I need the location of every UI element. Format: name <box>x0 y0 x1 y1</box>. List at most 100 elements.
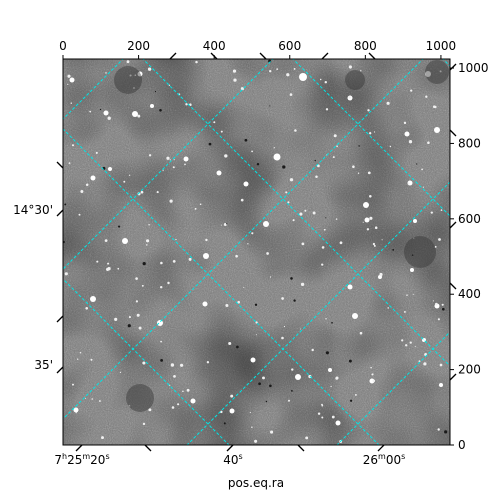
star <box>285 191 288 194</box>
star <box>78 213 81 216</box>
star <box>408 140 413 144</box>
star <box>67 83 69 85</box>
star <box>269 105 271 107</box>
world-tick-mark <box>259 52 267 60</box>
star <box>369 216 373 220</box>
star <box>414 346 416 348</box>
star <box>160 340 162 343</box>
star <box>146 244 148 246</box>
star <box>409 341 412 344</box>
star <box>276 68 279 70</box>
star <box>223 422 226 425</box>
star <box>103 110 109 116</box>
star <box>381 239 383 241</box>
star <box>114 317 118 321</box>
world-tick-mark <box>377 444 385 452</box>
star <box>203 253 209 259</box>
star <box>357 172 360 174</box>
world-tick-mark <box>449 373 457 381</box>
star <box>194 207 197 210</box>
star <box>335 420 341 426</box>
star <box>281 297 284 300</box>
star <box>434 127 440 133</box>
star <box>137 71 143 77</box>
grid-line-ra <box>63 278 230 445</box>
star <box>286 73 290 77</box>
star <box>135 300 139 303</box>
star <box>413 237 415 239</box>
star <box>262 376 265 380</box>
star <box>372 379 376 383</box>
right-tick-label: 0 <box>458 438 466 452</box>
world-tick-mark <box>449 63 457 71</box>
right-tick-label: 800 <box>458 136 481 150</box>
dark-nebula-patch <box>126 384 154 412</box>
star <box>434 245 437 248</box>
star <box>226 223 228 225</box>
star <box>433 105 436 108</box>
star <box>312 211 316 215</box>
star <box>79 352 82 354</box>
top-tick-label: 400 <box>203 39 226 53</box>
star <box>325 351 329 355</box>
star <box>325 108 329 111</box>
star <box>216 170 222 176</box>
star <box>122 238 128 244</box>
star <box>232 69 237 73</box>
star <box>251 150 253 153</box>
star <box>150 104 154 108</box>
star <box>250 357 256 363</box>
top-tick-label: 1000 <box>426 39 457 53</box>
star <box>105 72 107 74</box>
star <box>335 218 338 220</box>
star <box>379 272 383 277</box>
star <box>425 95 428 98</box>
star <box>299 73 307 81</box>
star <box>319 78 322 81</box>
star <box>224 154 228 158</box>
ra-tick-label-1: 7h25m20s <box>54 452 109 467</box>
star <box>220 410 223 414</box>
coordinate-grid <box>63 59 450 445</box>
top-tick-label: 0 <box>59 39 67 53</box>
star <box>199 203 202 206</box>
star <box>136 313 140 317</box>
star <box>331 415 335 419</box>
star <box>127 324 131 328</box>
star <box>386 101 390 105</box>
star <box>294 129 297 132</box>
star <box>330 385 332 388</box>
world-tick-mark <box>297 444 305 452</box>
x-axis-label: pos.eq.ra <box>228 476 284 490</box>
grid-line-ra <box>292 59 450 217</box>
star <box>133 87 135 89</box>
star <box>251 426 253 429</box>
star <box>263 221 269 227</box>
right-tick-label: 400 <box>458 287 481 301</box>
star <box>348 65 352 69</box>
star <box>256 162 260 166</box>
world-tick-mark <box>144 444 152 452</box>
star <box>289 93 293 96</box>
star <box>90 175 96 181</box>
ra-tick-label-3: 26m00s <box>363 452 406 467</box>
right-tick-label: 600 <box>458 212 481 226</box>
star <box>403 310 406 313</box>
star <box>411 254 414 256</box>
world-tick-mark <box>56 209 64 217</box>
star <box>371 373 374 376</box>
star <box>173 375 176 378</box>
star <box>156 191 159 194</box>
star <box>301 242 305 246</box>
star <box>64 272 68 276</box>
world-tick-marks <box>56 52 457 452</box>
star <box>407 182 410 185</box>
star <box>439 383 443 387</box>
star <box>359 331 363 335</box>
star <box>254 303 258 306</box>
star <box>118 225 121 228</box>
star <box>404 131 410 137</box>
star <box>430 211 433 214</box>
star <box>423 362 427 366</box>
